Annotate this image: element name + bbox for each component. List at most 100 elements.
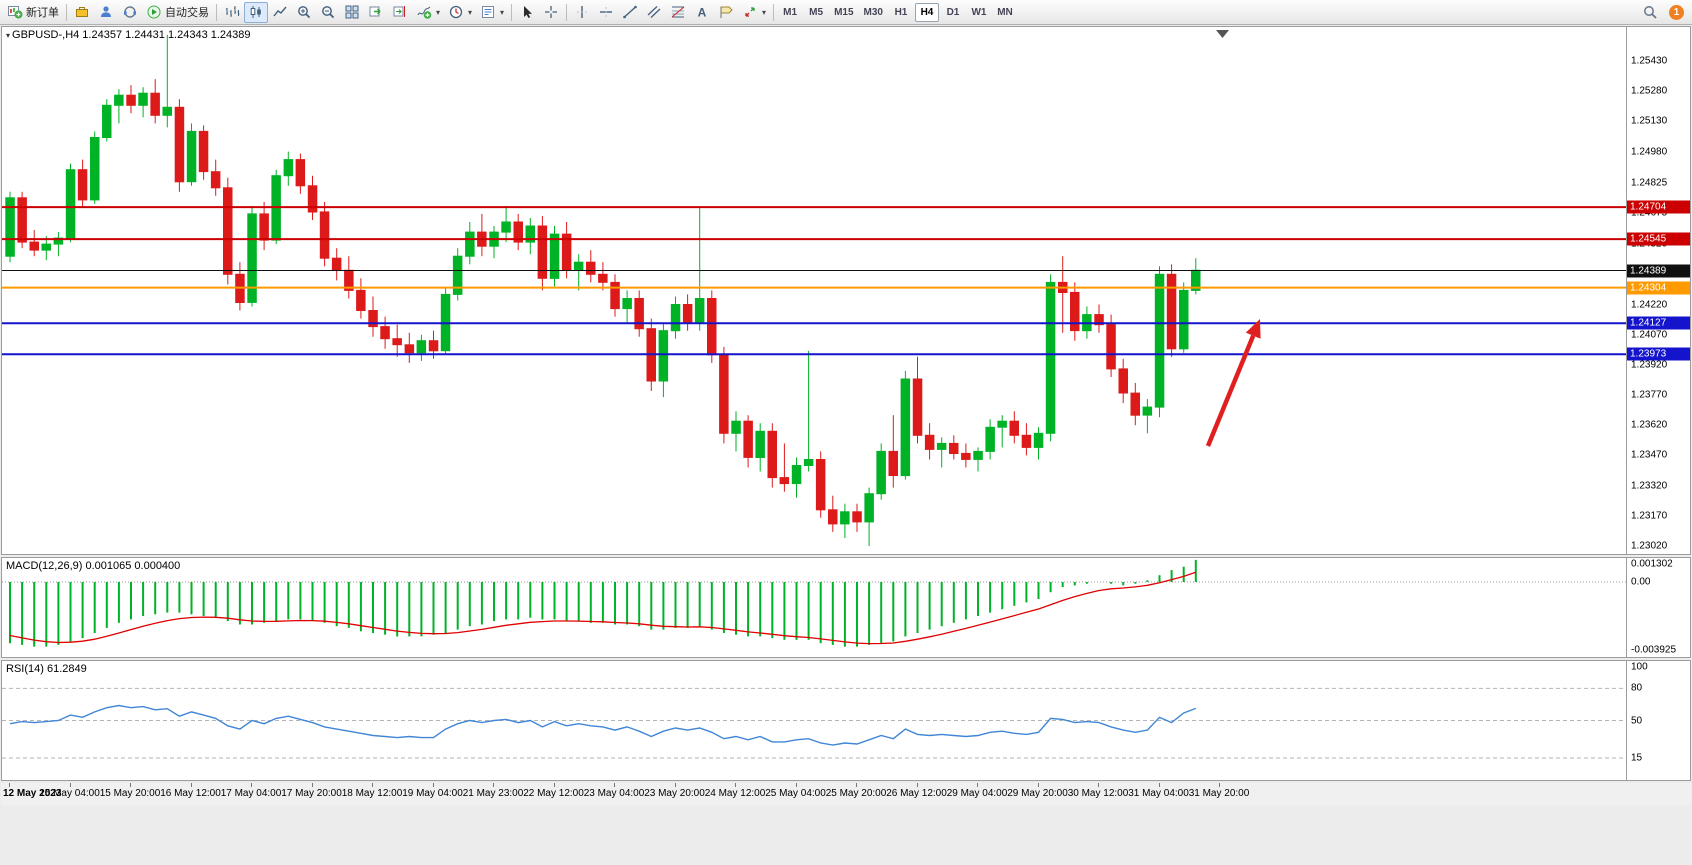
rsi-axis[interactable]: 100 80 50 15	[1626, 661, 1690, 780]
dropdown-caret-icon[interactable]: ▾	[436, 7, 441, 17]
toolbar: 新订单 自动交易 ▾ ▾ ▾ A ▾ M1 M5 M15 M30 H1 H4 D1 W1 MN 1	[0, 0, 1692, 25]
dropdown-caret-icon[interactable]: ▾	[762, 7, 767, 17]
templates-icon	[480, 4, 496, 20]
timeframe-button-h1[interactable]: H1	[894, 6, 908, 18]
label-button[interactable]	[714, 2, 738, 23]
search-button[interactable]	[1638, 2, 1662, 23]
new-order-button-label: 新订单	[26, 7, 59, 19]
timeframe-button-m15[interactable]: M15	[834, 6, 854, 18]
rsi-label: RSI(14) 61.2849	[6, 663, 87, 675]
zoom-in-button[interactable]	[292, 2, 316, 23]
support-icon	[122, 4, 138, 20]
candle-body	[949, 442, 959, 454]
zoom-in-icon	[296, 4, 312, 20]
timeframe-button-m1[interactable]: M1	[783, 6, 798, 18]
time-axis-label: 26 May 12:00	[886, 788, 947, 799]
candle-body	[634, 298, 644, 330]
candle-body	[223, 187, 233, 275]
support-button[interactable]	[118, 2, 142, 23]
candlestick-chart-button[interactable]	[244, 1, 268, 23]
bar-chart-button[interactable]	[220, 2, 244, 23]
pane-splitter[interactable]	[0, 658, 1692, 660]
tile-windows-button[interactable]	[340, 2, 364, 23]
line-icon	[272, 4, 288, 20]
candle-body	[815, 459, 826, 511]
dropdown-caret-icon[interactable]: ▾	[500, 7, 505, 17]
market-button[interactable]	[70, 2, 94, 23]
candle-body	[1094, 314, 1104, 326]
macd-indicator-pane[interactable]: MACD(12,26,9) 0.001065 0.000400 0.001302…	[1, 557, 1691, 658]
dropdown-caret-icon[interactable]: ▾	[468, 7, 473, 17]
macd-axis[interactable]: 0.001302 0.00 -0.003925	[1626, 558, 1690, 657]
candle-body	[707, 298, 717, 356]
timeframe-button-mn[interactable]: MN	[997, 6, 1013, 18]
trendline-icon	[622, 4, 638, 20]
crosshair-button[interactable]	[539, 2, 563, 23]
time-axis-label: 21 May 23:00	[462, 788, 524, 799]
rsi-indicator-pane[interactable]: RSI(14) 61.2849 100 80 50 15	[1, 660, 1691, 781]
notification-badge[interactable]: 1	[1669, 4, 1684, 20]
zoom-out-button[interactable]	[316, 2, 340, 23]
candlestick-chart[interactable]	[2, 27, 1626, 554]
text-button[interactable]: A	[690, 2, 714, 23]
price-axis[interactable]: 1.254301.252801.251301.249801.248251.246…	[1626, 27, 1690, 554]
new-order-button[interactable]: 新订单	[3, 2, 63, 23]
cursor-button[interactable]	[515, 2, 539, 23]
candle-body	[114, 94, 124, 106]
label-icon	[718, 4, 734, 20]
candle-body	[586, 261, 596, 275]
trendline-button[interactable]	[618, 2, 642, 23]
macd-chart[interactable]	[2, 558, 1626, 657]
price-tick-label: 1.23320	[1631, 480, 1668, 492]
channel-button[interactable]	[642, 2, 666, 23]
candle-body	[17, 197, 27, 243]
timeframe-button-h4[interactable]: H4	[914, 2, 939, 22]
candle-body	[77, 169, 88, 201]
rsi-axis-label: 50	[1631, 715, 1643, 726]
candle-body	[682, 304, 693, 324]
tile-icon	[344, 4, 360, 20]
chart-shift-button[interactable]	[388, 2, 412, 23]
candle-body	[380, 326, 390, 340]
timeframe-button-m5[interactable]: M5	[809, 6, 824, 18]
trend-arrow-annotation[interactable]	[1205, 334, 1256, 447]
price-tick-label: 1.24980	[1631, 146, 1668, 158]
auto-scroll-button[interactable]	[364, 2, 388, 23]
candle-body	[1045, 281, 1056, 434]
time-tick	[311, 783, 313, 787]
candle-body	[767, 430, 777, 479]
toolbar-separator	[773, 3, 775, 21]
templates-button[interactable]: ▾	[476, 2, 508, 23]
arrows-button[interactable]: ▾	[738, 2, 770, 23]
periods-button[interactable]: ▾	[444, 2, 476, 23]
time-axis-label: 30 May 12:00	[1067, 788, 1129, 799]
time-axis[interactable]: 12 May 2023 15 May 04:00 15 May 20:00 16 Ma…	[1, 783, 1691, 805]
account-button[interactable]	[94, 2, 118, 23]
time-tick	[190, 783, 192, 787]
fibonacci-button[interactable]	[666, 2, 690, 23]
symbol-context-icon: ▾	[6, 31, 11, 40]
time-axis-label: 23 May 04:00	[583, 788, 645, 799]
toolbar-separator	[66, 3, 67, 21]
autotrade-button[interactable]: 自动交易	[142, 2, 213, 23]
timeframe-button-d1[interactable]: D1	[946, 6, 960, 18]
candle-body	[319, 211, 330, 259]
line-chart-button[interactable]	[268, 2, 292, 23]
pane-splitter[interactable]	[0, 555, 1692, 557]
timeframe-button-m30[interactable]: M30	[863, 6, 883, 18]
horizontal-line-button[interactable]	[594, 2, 618, 23]
timeframe-button-w1[interactable]: W1	[971, 6, 987, 18]
indicators-button[interactable]: ▾	[412, 2, 444, 23]
main-chart-pane[interactable]: ▾ GBPUSD-,H4 1.24357 1.24431 1.24343 1.24…	[1, 26, 1691, 555]
time-tick	[1219, 783, 1220, 787]
candle-body	[513, 221, 523, 243]
rsi-chart[interactable]	[2, 661, 1626, 780]
candle-body	[840, 511, 850, 525]
vertical-line-button[interactable]	[570, 2, 594, 23]
candle-body	[138, 92, 148, 106]
candle-body	[1166, 273, 1177, 350]
zoom-out-icon	[320, 4, 336, 20]
search-icon	[1642, 4, 1658, 20]
chart-shift-marker[interactable]	[1216, 30, 1229, 38]
time-tick	[9, 783, 10, 787]
